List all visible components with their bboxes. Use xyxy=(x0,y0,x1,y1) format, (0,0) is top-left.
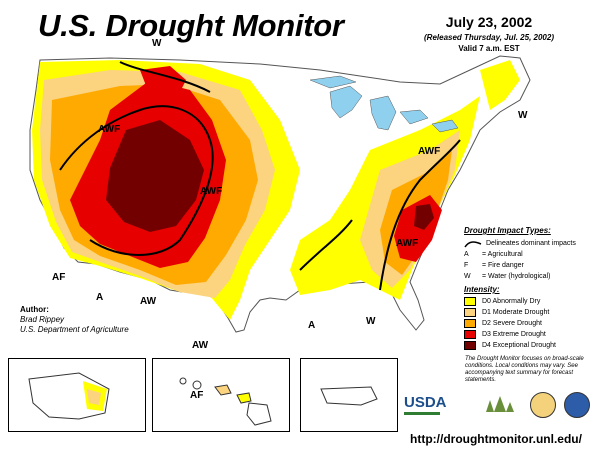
date-block: July 23, 2002 (Released Thursday, Jul. 2… xyxy=(404,14,574,53)
intensity-label: D1 Moderate Drought xyxy=(482,309,550,316)
impact-heading: Drought Impact Types: xyxy=(464,226,551,235)
author-org: U.S. Department of Agriculture xyxy=(20,325,129,334)
impact-text: = Water (hydrological) xyxy=(482,273,551,280)
impact-text: = Fire danger xyxy=(482,262,524,269)
impact-line-legend: Delineates dominant impacts xyxy=(464,238,604,249)
map-label: AWF xyxy=(418,146,441,157)
impact-line-east xyxy=(379,139,461,291)
map-label: W xyxy=(366,316,376,327)
d0-swatch xyxy=(464,297,476,306)
impact-text: = Agricultural xyxy=(482,251,523,258)
d4-swatch xyxy=(464,341,476,350)
usda-logo: USDA xyxy=(404,394,447,411)
intensity-row: D3 Extreme Drought xyxy=(464,329,604,340)
map-label: AWF xyxy=(396,238,419,249)
author-name: Brad Rippey xyxy=(20,315,65,324)
valid-time: Valid 7 a.m. EST xyxy=(458,44,520,53)
map-label: AWF xyxy=(98,124,121,135)
page-title: U.S. Drought Monitor xyxy=(38,8,344,43)
impact-row: W = Water (hydrological) xyxy=(464,271,604,282)
intensity-row: D4 Exceptional Drought xyxy=(464,340,604,351)
logo-strip: USDA xyxy=(404,388,604,428)
d0-region-ne xyxy=(480,60,520,110)
hawaii-map xyxy=(179,377,272,426)
intensity-row: D2 Severe Drought xyxy=(464,318,604,329)
impact-line-south xyxy=(299,219,353,271)
alaska-inset xyxy=(8,358,146,432)
impact-code: W xyxy=(464,273,471,280)
d2-swatch xyxy=(464,319,476,328)
map-label: W xyxy=(518,110,528,121)
map-label: AWF xyxy=(200,186,223,197)
hawaii-inset xyxy=(152,358,290,432)
intensity-row: D1 Moderate Drought xyxy=(464,307,604,318)
site-url[interactable]: http://droughtmonitor.unl.edu/ xyxy=(410,432,582,446)
impact-code: A xyxy=(464,251,469,258)
map-label: W xyxy=(152,38,162,49)
map-date: July 23, 2002 xyxy=(445,14,533,30)
intensity-label: D0 Abnormally Dry xyxy=(482,298,541,305)
d4-region-east xyxy=(414,204,434,230)
impact-line-label: Delineates dominant impacts xyxy=(486,240,576,247)
map-label: A xyxy=(308,320,316,331)
great-lakes xyxy=(309,75,459,133)
map-label: AF xyxy=(190,390,204,401)
impact-line-west xyxy=(59,105,214,256)
legend: Drought Impact Types: Delineates dominan… xyxy=(464,226,604,351)
disclaimer-note: The Drought Monitor focuses on broad-sca… xyxy=(465,356,584,383)
impact-row: A = Agricultural xyxy=(464,249,604,260)
impact-line-icon xyxy=(464,240,482,247)
author-block: Author: Brad Rippey U.S. Department of A… xyxy=(20,305,129,335)
puerto-rico-map xyxy=(320,386,378,406)
impact-line-north xyxy=(119,61,211,93)
alaska-map xyxy=(28,372,110,420)
intensity-label: D4 Exceptional Drought xyxy=(482,342,556,349)
doc-logo xyxy=(530,392,556,418)
d3-region-north xyxy=(140,66,186,100)
impact-code: F xyxy=(464,262,469,269)
map-label: AW xyxy=(192,340,209,351)
impact-row: F = Fire danger xyxy=(464,260,604,271)
author-heading: Author: xyxy=(20,305,49,314)
puerto-rico-inset xyxy=(300,358,398,432)
noaa-logo xyxy=(564,392,590,418)
d3-swatch xyxy=(464,330,476,339)
map-label: AW xyxy=(140,296,157,307)
intensity-label: D2 Severe Drought xyxy=(482,320,542,327)
ndmc-logo xyxy=(486,396,514,412)
intensity-heading: Intensity: xyxy=(464,285,500,294)
map-label: A xyxy=(96,292,104,303)
d4-region-west xyxy=(106,120,204,232)
release-date: (Released Thursday, Jul. 25, 2002) xyxy=(424,33,554,42)
intensity-label: D3 Extreme Drought xyxy=(482,331,546,338)
d1-swatch xyxy=(464,308,476,317)
usda-logo-line xyxy=(404,412,440,415)
intensity-row: D0 Abnormally Dry xyxy=(464,296,604,307)
map-label: AF xyxy=(52,272,66,283)
